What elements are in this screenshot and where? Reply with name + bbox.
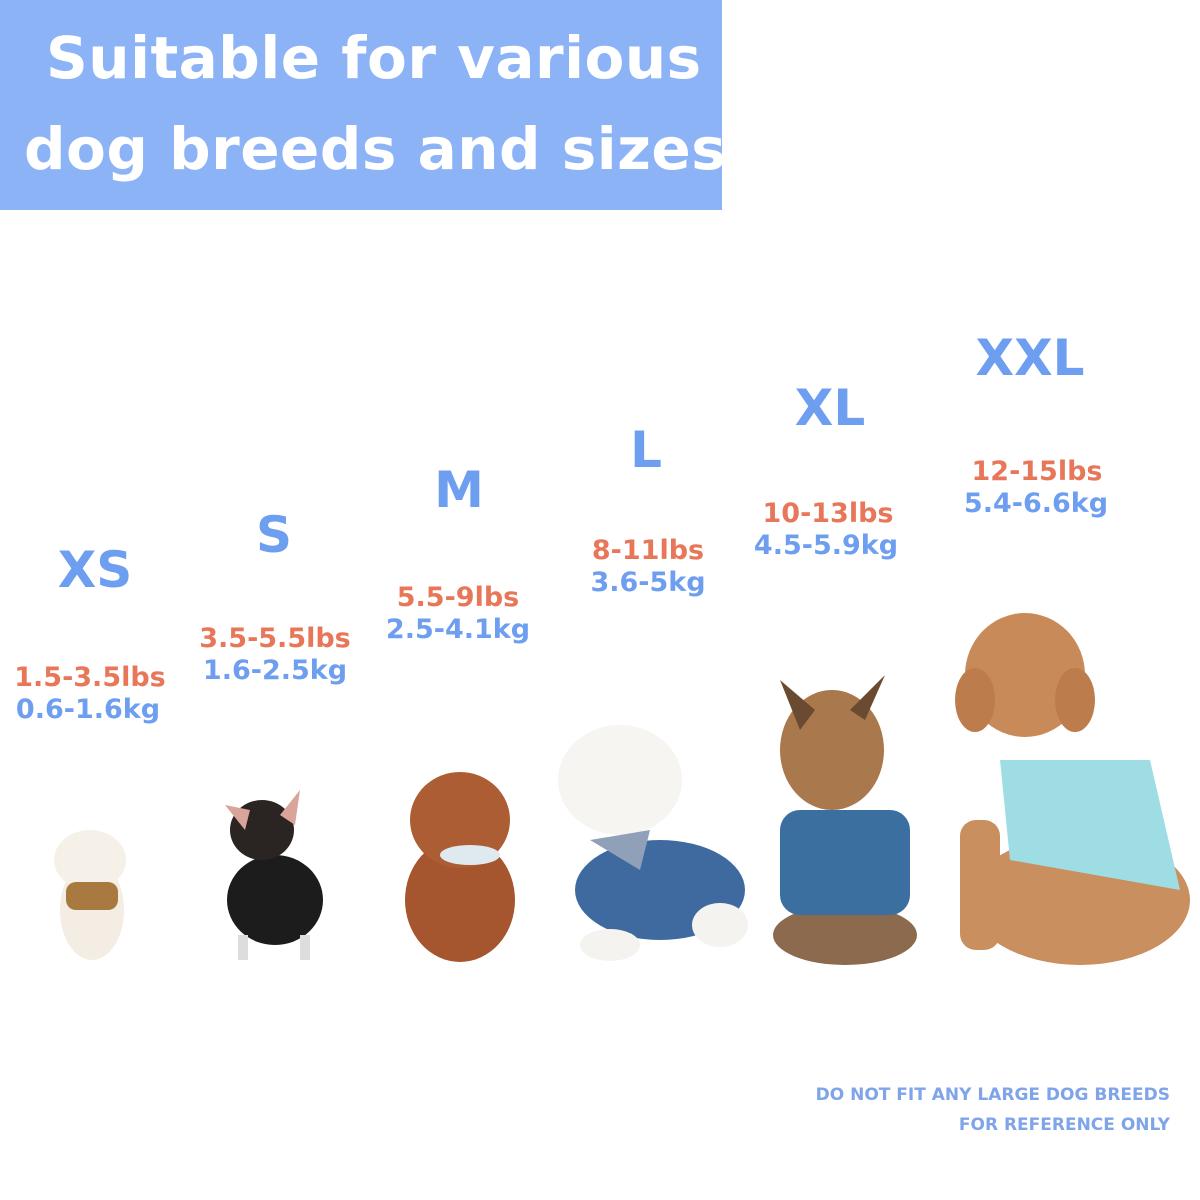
size-l-label: L	[630, 421, 662, 479]
headline-line-1: Suitable for various	[46, 24, 702, 92]
dog-xs-photo	[54, 830, 126, 960]
size-xs-label: XS	[57, 541, 133, 599]
dog-s-photo	[225, 790, 323, 960]
headline-line-2: dog breeds and sizes	[24, 115, 727, 183]
size-l-lbs: 8-11lbs	[591, 535, 705, 566]
size-s-kg: 1.6-2.5kg	[202, 655, 348, 686]
dog-l-photo	[558, 725, 748, 961]
size-m-kg: 2.5-4.1kg	[385, 614, 531, 645]
size-xl-lbs: 10-13lbs	[762, 498, 894, 529]
size-m-lbs: 5.5-9lbs	[396, 582, 520, 613]
size-xs-kg: 0.6-1.6kg	[15, 694, 161, 725]
dog-xxl-photo	[955, 613, 1190, 965]
dog-m-photo	[405, 772, 515, 962]
headline-banner: Suitable for various dog breeds and size…	[0, 0, 726, 210]
size-s-lbs: 3.5-5.5lbs	[199, 623, 351, 654]
size-xl-kg: 4.5-5.9kg	[753, 530, 899, 561]
size-xxl-lbs: 12-15lbs	[971, 456, 1103, 487]
size-xl-label: XL	[794, 379, 866, 437]
size-m-label: M	[434, 461, 484, 519]
size-xs-lbs: 1.5-3.5lbs	[14, 662, 166, 693]
size-xxl-kg: 5.4-6.6kg	[963, 488, 1109, 519]
note-large-breeds: DO NOT FIT ANY LARGE DOG BREEDS	[815, 1085, 1170, 1105]
size-l-kg: 3.6-5kg	[590, 567, 706, 598]
note-reference-only: FOR REFERENCE ONLY	[958, 1115, 1170, 1135]
dog-xl-photo	[773, 675, 917, 965]
size-xxl-label: XXL	[975, 329, 1085, 387]
size-s-label: S	[255, 506, 293, 564]
